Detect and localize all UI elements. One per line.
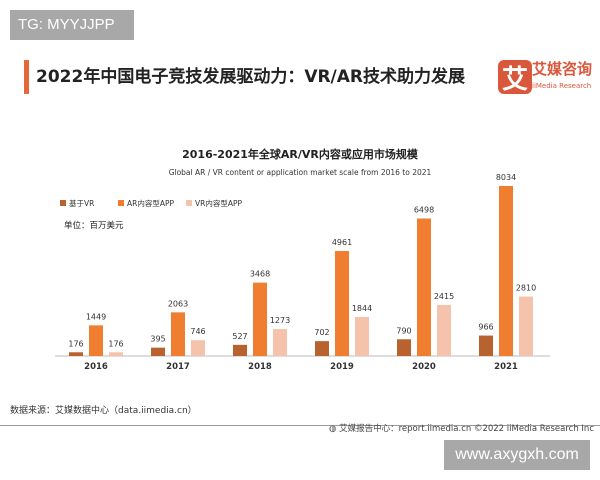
bar-chart: 2016-2021年全球AR/VR内容或应用市场规模 Global AR / VR… bbox=[55, 147, 550, 372]
x-tick-label: 2018 bbox=[248, 362, 272, 372]
bar bbox=[335, 251, 349, 356]
bar bbox=[273, 329, 287, 356]
bar bbox=[417, 218, 431, 356]
x-tick-label: 2021 bbox=[494, 362, 518, 372]
bar bbox=[69, 352, 83, 356]
chart-title: 2016-2021年全球AR/VR内容或应用市场规模 bbox=[182, 147, 419, 161]
page-title: 2022年中国电子竞技发展驱动力：VR/AR技术助力发展 bbox=[36, 67, 466, 87]
bar bbox=[253, 282, 267, 356]
data-label: 966 bbox=[478, 323, 493, 332]
data-label: 176 bbox=[108, 339, 123, 348]
bar bbox=[151, 347, 165, 356]
title-accent-bar bbox=[24, 60, 29, 94]
data-label: 395 bbox=[150, 335, 165, 344]
bar bbox=[519, 296, 533, 356]
legend-label: AR内容型APP bbox=[127, 198, 174, 208]
data-label: 746 bbox=[190, 327, 205, 336]
bar bbox=[89, 325, 103, 356]
data-label: 2415 bbox=[434, 292, 454, 301]
data-label: 1273 bbox=[270, 316, 290, 325]
watermark-bottom: www.axygxh.com bbox=[444, 440, 590, 470]
bar bbox=[191, 340, 205, 356]
data-label: 790 bbox=[396, 326, 411, 335]
unit-label: 单位：百万美元 bbox=[64, 220, 124, 231]
chart-subtitle: Global AR / VR content or application ma… bbox=[169, 168, 432, 177]
bar bbox=[479, 335, 493, 356]
bar bbox=[397, 339, 411, 356]
brand-logo: 艾 bbox=[498, 60, 532, 95]
data-label: 176 bbox=[68, 339, 83, 348]
watermark-top: TG: MYYJJPP bbox=[10, 10, 134, 40]
brand-name: 艾媒咨询 bbox=[532, 60, 593, 78]
footer-credit: ◍ 艾媒报告中心：report.iimedia.cn ©2022 iiMedia… bbox=[329, 424, 594, 434]
legend-swatch bbox=[118, 200, 124, 206]
data-source: 数据来源：艾媒数据中心（data.iimedia.cn） bbox=[10, 406, 197, 416]
data-label: 2063 bbox=[168, 299, 188, 308]
bar bbox=[171, 312, 185, 356]
legend-swatch bbox=[186, 200, 192, 206]
data-label: 1844 bbox=[352, 304, 372, 313]
x-tick-label: 2017 bbox=[166, 362, 190, 372]
data-label: 527 bbox=[232, 332, 247, 341]
bar bbox=[315, 341, 329, 356]
svg-text:艾: 艾 bbox=[502, 65, 528, 95]
x-tick-label: 2016 bbox=[84, 362, 108, 372]
legend-label: 基于VR bbox=[69, 198, 94, 208]
x-tick-label: 2019 bbox=[330, 362, 354, 372]
data-label: 1449 bbox=[86, 312, 106, 321]
bar bbox=[437, 304, 451, 356]
data-label: 6498 bbox=[414, 206, 434, 215]
bar bbox=[233, 344, 247, 356]
brand-name-en: iiMedia Research bbox=[532, 82, 592, 90]
legend-label: VR内容型APP bbox=[195, 198, 242, 208]
footer-report: 艾媒报告中心：report.iimedia.cn ©2022 iiMedia R… bbox=[339, 424, 594, 434]
data-label: 2810 bbox=[516, 284, 536, 293]
x-tick-label: 2020 bbox=[412, 362, 436, 372]
footer-divider bbox=[0, 425, 600, 426]
bar bbox=[109, 352, 123, 356]
data-label: 4961 bbox=[332, 238, 352, 247]
bar bbox=[355, 316, 369, 356]
bar bbox=[499, 186, 513, 356]
data-label: 8034 bbox=[496, 173, 516, 182]
data-label: 3468 bbox=[250, 270, 270, 279]
data-label: 702 bbox=[314, 328, 329, 337]
legend-swatch bbox=[60, 200, 66, 206]
